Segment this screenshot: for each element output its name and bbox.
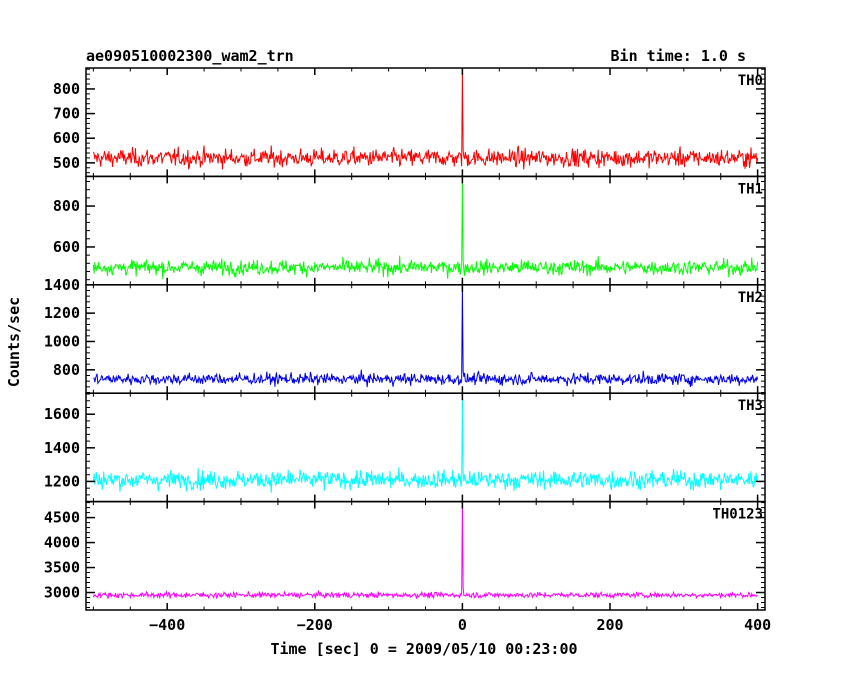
panel-frame — [85, 392, 766, 503]
x-axis: −400 −200 0 200 400 — [149, 616, 771, 634]
y-tick-label: 600 — [53, 129, 80, 147]
y-tick-label: 4000 — [44, 534, 80, 552]
panel-label-th0: TH0 — [738, 73, 763, 89]
series-line-th3 — [92, 393, 759, 493]
y-tick-label: 800 — [53, 80, 80, 98]
panel-th3: 1200 1400 1600 TH3 — [44, 392, 766, 503]
x-tick-label: 200 — [596, 616, 623, 634]
y-tick-label: 600 — [53, 238, 80, 256]
y-tick-label: 1600 — [44, 405, 80, 423]
panel-label-th0123: TH0123 — [712, 507, 763, 523]
panels-group: 500 600 700 800 TH0 600 800 TH1 800 1000 1200 1400 T… — [44, 67, 766, 611]
y-tick-label: 1200 — [44, 304, 80, 322]
series-line-th1 — [92, 176, 759, 280]
y-tick-label: 3000 — [44, 584, 80, 602]
y-tick-label: 1000 — [44, 332, 80, 350]
y-tick-label: 500 — [53, 154, 80, 172]
y-tick-label: 4500 — [44, 509, 80, 527]
y-tick-label: 3500 — [44, 559, 80, 577]
y-tick-label: 800 — [53, 361, 80, 379]
series-line-th0123 — [92, 501, 758, 600]
bin-time-label: Bin time: 1.0 s — [611, 47, 746, 65]
x-tick-label: −200 — [297, 616, 333, 634]
y-tick-label: 800 — [53, 197, 80, 215]
y-tick-label: 700 — [53, 105, 80, 123]
panel-label-th3: TH3 — [738, 398, 763, 414]
x-tick-label: 400 — [744, 616, 771, 634]
panel-th0123: 3000 3500 4000 4500 TH0123 — [44, 500, 766, 611]
y-tick-label: 1200 — [44, 472, 80, 490]
y-tick-label: 1400 — [44, 439, 80, 457]
panel-label-th2: TH2 — [738, 290, 763, 306]
panel-th2: 800 1000 1200 1400 TH2 — [44, 276, 766, 394]
series-line-th0 — [92, 67, 759, 171]
panel-th1: 600 800 TH1 — [53, 175, 766, 286]
y-axis-label: Counts/sec — [5, 297, 23, 387]
panel-label-th1: TH1 — [738, 181, 763, 197]
x-axis-label: Time [sec] 0 = 2009/05/10 00:23:00 — [270, 640, 577, 658]
series-line-th2 — [93, 284, 759, 388]
chart-title: ae090510002300_wam2_trn — [86, 47, 294, 65]
y-tick-label: 1400 — [44, 276, 80, 294]
x-tick-label: −400 — [149, 616, 185, 634]
x-tick-label: 0 — [458, 616, 467, 634]
panel-th0: 500 600 700 800 TH0 — [53, 67, 766, 178]
